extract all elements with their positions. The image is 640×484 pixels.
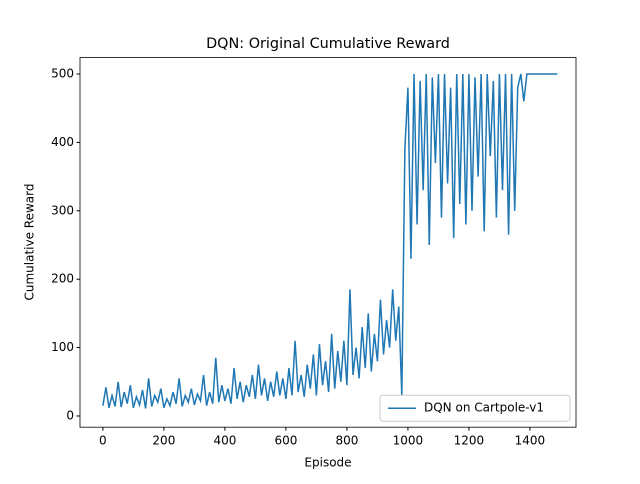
x-tick-label: 800 (335, 434, 358, 448)
x-tick-label: 1200 (454, 434, 485, 448)
x-tick-label: 1000 (393, 434, 424, 448)
x-tick-label: 0 (99, 434, 107, 448)
y-tick-label: 500 (51, 67, 74, 81)
x-axis-label: Episode (304, 456, 351, 470)
legend-label: DQN on Cartpole-v1 (424, 401, 544, 415)
y-tick-label: 0 (66, 408, 74, 422)
y-tick-label: 400 (51, 135, 74, 149)
legend-box (379, 394, 571, 422)
y-axis-label: Cumulative Reward (23, 184, 37, 301)
y-tick-label: 300 (51, 203, 74, 217)
plot-frame (79, 57, 577, 428)
x-tick-label: 1400 (515, 434, 546, 448)
x-tick-label: 200 (152, 434, 175, 448)
x-tick-label: 400 (213, 434, 236, 448)
data-line (102, 73, 558, 409)
y-tick-label: 200 (51, 272, 74, 286)
chart-title: DQN: Original Cumulative Reward (206, 36, 450, 52)
x-tick-label: 600 (274, 434, 297, 448)
y-tick-label: 100 (51, 340, 74, 354)
